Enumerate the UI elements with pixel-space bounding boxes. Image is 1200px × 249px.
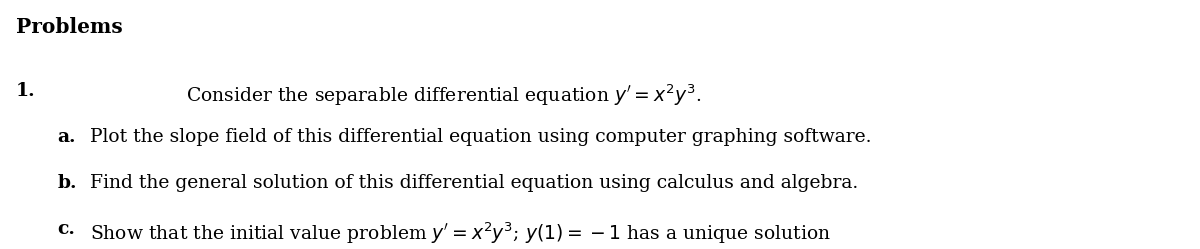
Text: a.: a. (58, 128, 76, 146)
Text: 1.: 1. (16, 82, 35, 100)
Text: Show that the initial value problem $y' = x^2y^3$; $y(1) = -1$ has a unique solu: Show that the initial value problem $y' … (90, 220, 832, 246)
Text: b.: b. (58, 174, 77, 192)
Text: c.: c. (58, 220, 76, 238)
Text: Consider the separable differential equation $y' = x^2y^3$.: Consider the separable differential equa… (186, 82, 701, 108)
Text: Find the general solution of this differential equation using calculus and algeb: Find the general solution of this differ… (90, 174, 858, 192)
Text: Problems: Problems (16, 17, 122, 37)
Text: Plot the slope field of this differential equation using computer graphing softw: Plot the slope field of this differentia… (90, 128, 871, 146)
